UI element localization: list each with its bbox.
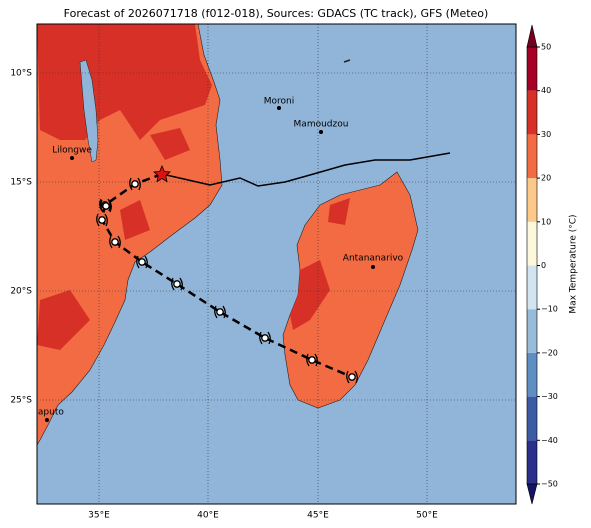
city-dot: [45, 418, 49, 422]
lake-malawi: [79, 59, 99, 163]
colorbar-segment: [527, 396, 537, 441]
graticule: [37, 24, 516, 504]
colorbar-extend-high: [526, 24, 538, 48]
colorbar-tick-label: −50: [541, 480, 558, 489]
city-dot: [277, 106, 281, 110]
title: Forecast of 2026071718 (f012-018), Sourc…: [64, 7, 489, 20]
africa-hot: [37, 24, 212, 350]
storm-center: [216, 308, 224, 316]
cities: Moroni Mamoudzou Lilongwe Antananarivo Maput…: [30, 97, 404, 422]
colorbar-segment: [527, 352, 537, 397]
city-dot: [319, 130, 323, 134]
storm-center: [138, 258, 146, 266]
storm-icon: [346, 370, 358, 384]
colorbar-tick-label: 30: [541, 130, 551, 139]
storm-icon: [96, 213, 108, 227]
storm-center: [111, 238, 119, 246]
lat-label: 25°S: [10, 396, 32, 406]
colorbar-tick-label: 40: [541, 86, 551, 95]
storm-icon: [306, 353, 318, 367]
lon-label: 35°E: [88, 511, 110, 521]
city-label: Moroni: [264, 97, 295, 107]
colorbar-segment: [527, 90, 537, 135]
storm-center: [348, 373, 356, 381]
island: [343, 59, 351, 63]
colorbar-segment: [527, 221, 537, 266]
colorbar-segment: [527, 178, 537, 222]
colorbar-segment: [527, 440, 537, 484]
city-label: Mamoudzou: [294, 120, 349, 130]
colorbar-segment: [527, 47, 537, 91]
storm-icon: [136, 255, 148, 269]
colorbar-segment: [527, 134, 537, 179]
colorbar-tick-label: −20: [541, 348, 558, 357]
colorbar-tick-label: 50: [541, 43, 551, 52]
colorbar-tick-label: 0: [541, 261, 546, 270]
storm-icon: [171, 277, 183, 291]
storm-symbols: [96, 177, 358, 384]
city-label: Lilongwe: [52, 146, 92, 156]
lon-label: 45°E: [307, 511, 329, 521]
city-dot: [70, 156, 74, 160]
storm-center: [308, 356, 316, 364]
city-dot: [371, 265, 375, 269]
city-label: Maputo: [30, 408, 64, 418]
storm-icon: [214, 305, 226, 319]
colorbar-tick-label: −40: [541, 436, 558, 445]
storm-icon: [109, 235, 121, 249]
colorbar: −50 −40 −30 −20 −10 0 10 20 30 40 50: [526, 24, 558, 505]
madagascar-hot: [290, 198, 350, 330]
colorbar-tick-label: 20: [541, 174, 551, 183]
map-frame: [36, 23, 517, 505]
colorbar-segment: [527, 265, 537, 310]
colorbar-label: Max Temperature (°C): [569, 214, 579, 313]
storm-center: [131, 180, 139, 188]
colorbar-tick-label: 10: [541, 217, 551, 226]
colorbar-tick-label: −10: [541, 305, 558, 314]
storm-center: [102, 202, 110, 210]
track-past: [100, 172, 353, 379]
storm-center: [173, 280, 181, 288]
colorbar-tick-label: −30: [541, 392, 558, 401]
lat-label: 20°S: [10, 287, 32, 297]
storm-icon: [259, 331, 271, 345]
storm-icon: [100, 199, 112, 213]
current-position: [153, 164, 171, 183]
map: Moroni Mamoudzou Lilongwe Antananarivo Maput…: [30, 24, 516, 504]
lon-label: 50°E: [416, 511, 438, 521]
city-label: Antananarivo: [343, 254, 404, 264]
storm-center: [98, 216, 106, 224]
lat-label: 15°S: [10, 178, 32, 188]
storm-center: [261, 334, 269, 342]
lon-label: 40°E: [197, 511, 219, 521]
track-forecast: [161, 152, 451, 187]
colorbar-segment: [527, 309, 537, 353]
madagascar: [282, 171, 419, 409]
storm-icon: [129, 177, 141, 191]
lat-label: 10°S: [10, 69, 32, 79]
axes: 10°S 15°S 20°S 25°S 35°E 40°E 45°E 50°E: [10, 69, 438, 521]
colorbar-extend-low: [526, 483, 538, 505]
